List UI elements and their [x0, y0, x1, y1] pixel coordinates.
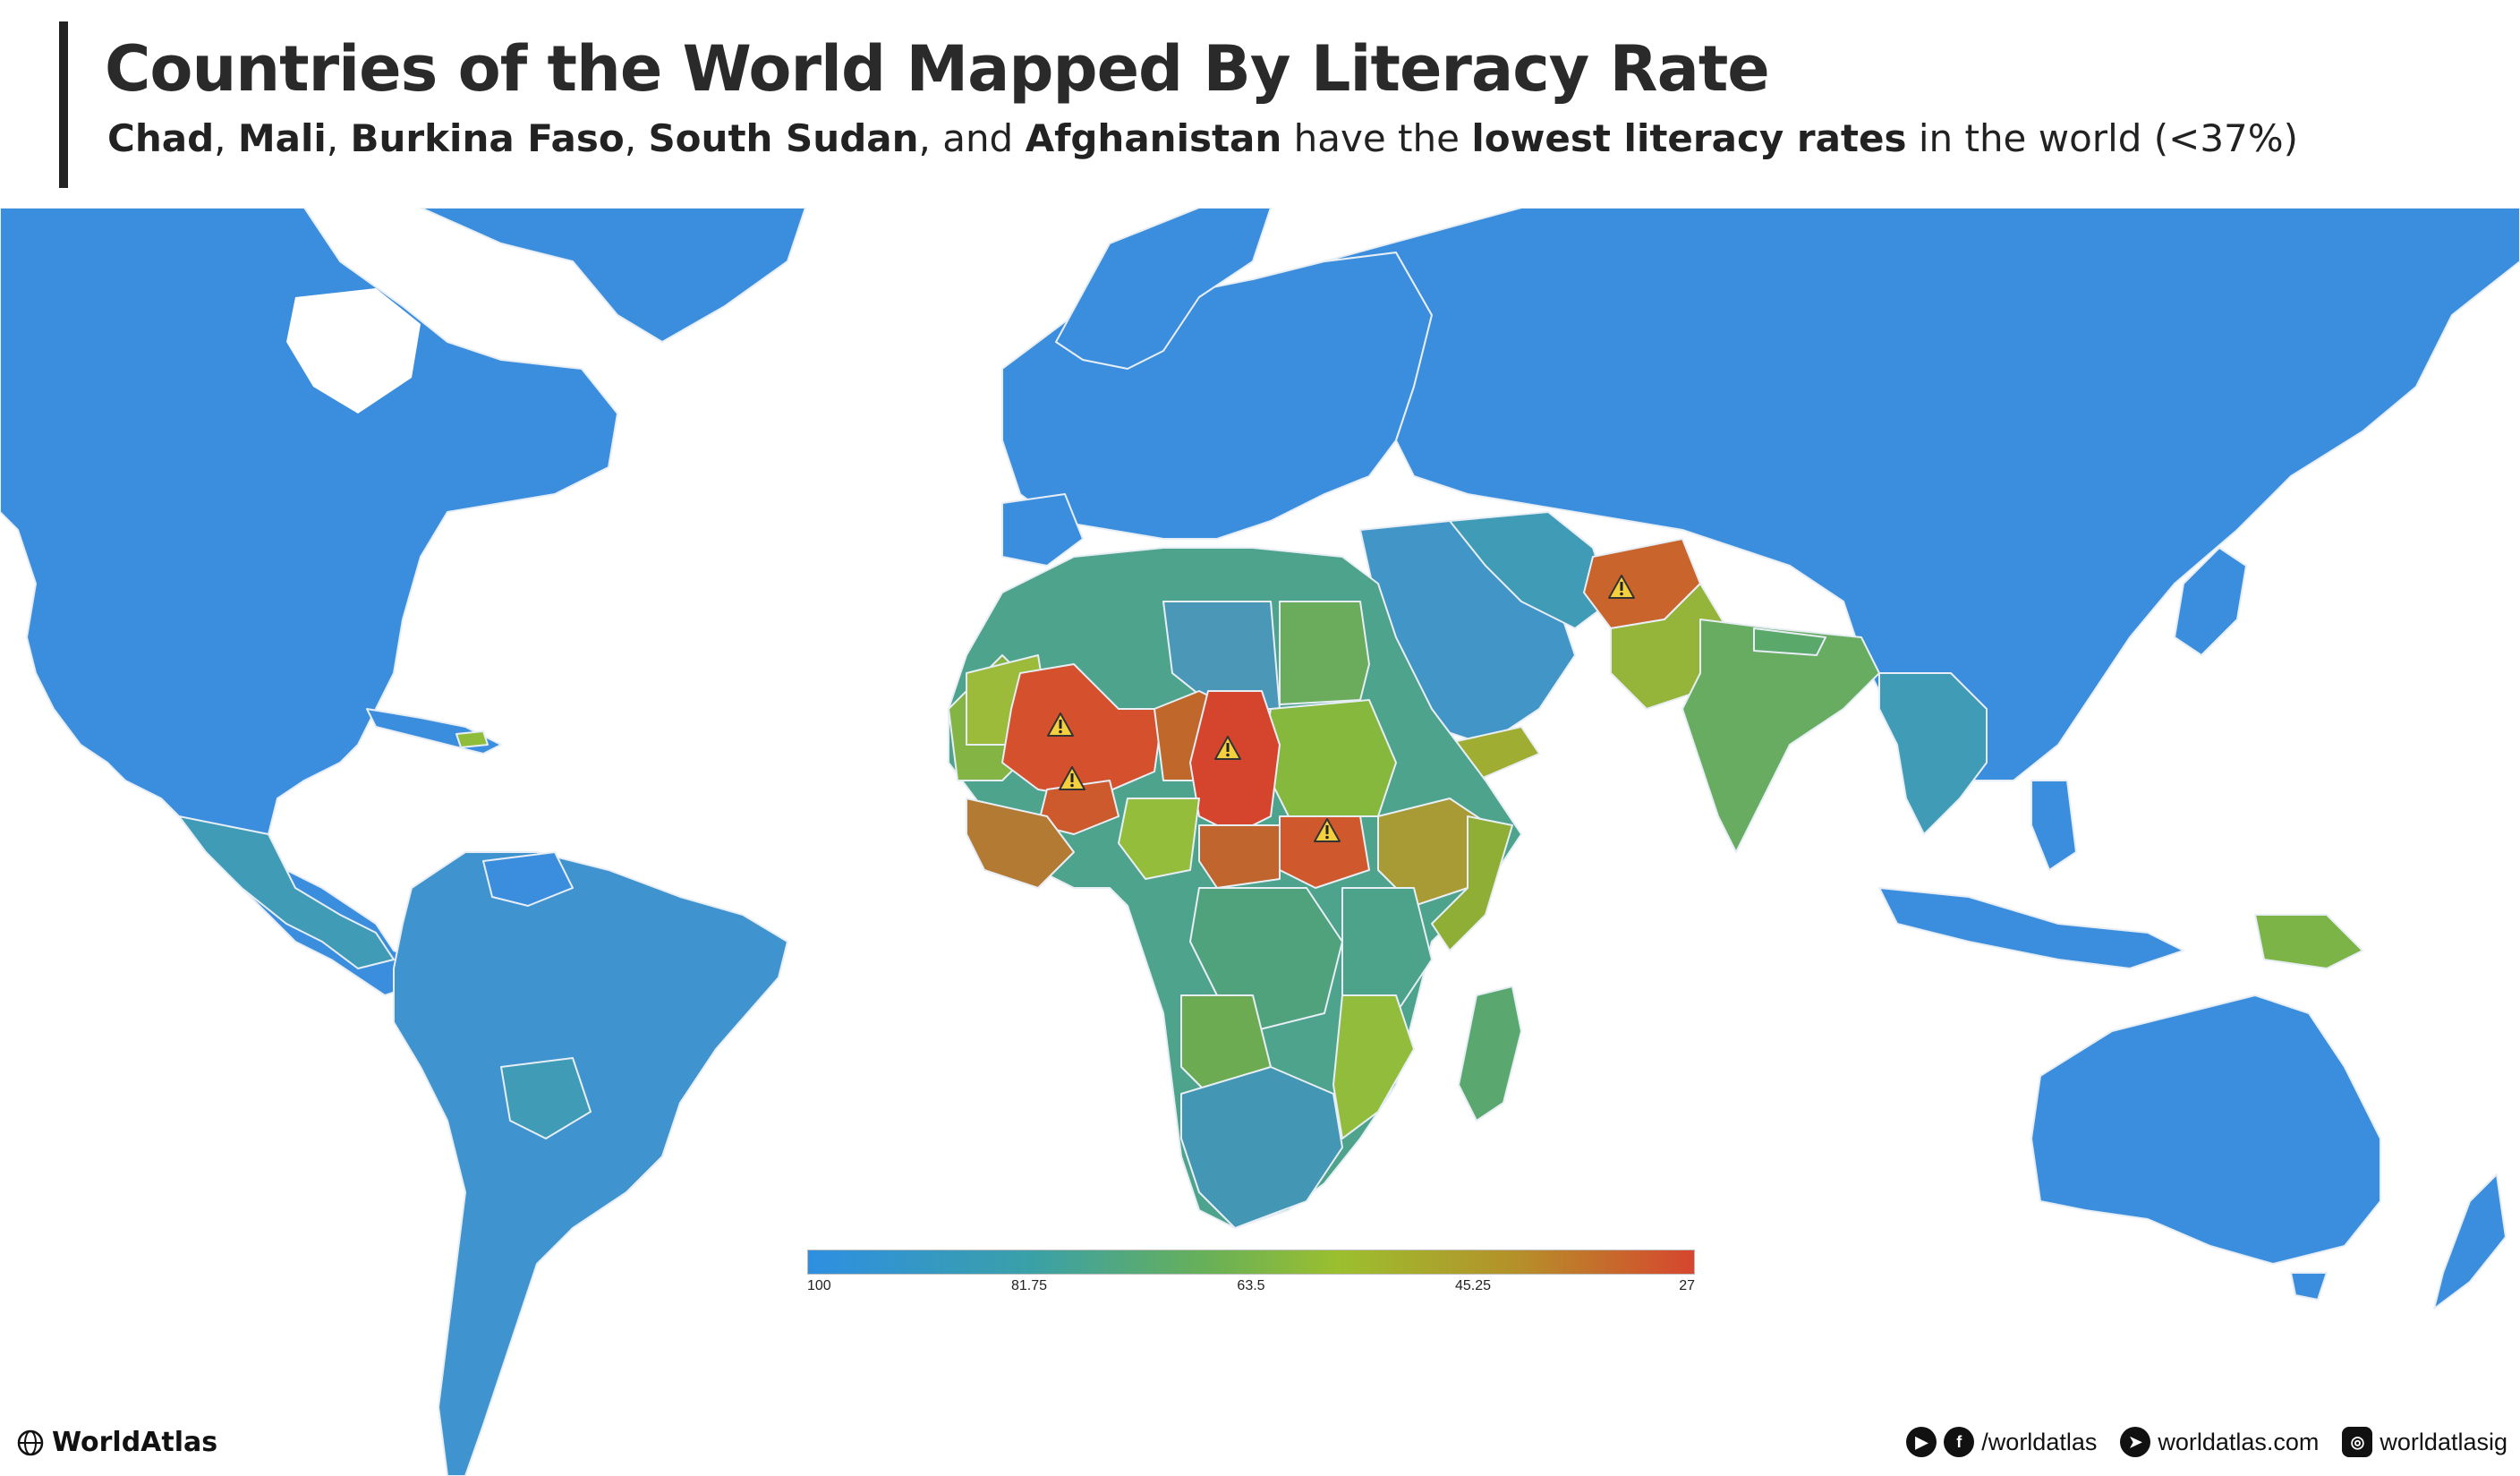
warning-triangle-icon [1047, 712, 1074, 737]
social-links: ▶ f /worldatlas ➤ worldatlas.com ◎ world… [1906, 1427, 2507, 1457]
legend-label-100: 100 [807, 1278, 831, 1293]
legend-labels: 100 81.75 63.5 45.25 27 [807, 1278, 1695, 1300]
egypt [1279, 601, 1370, 705]
bolivia [500, 1057, 592, 1139]
legend-label-27: 27 [1679, 1278, 1695, 1293]
australia [2030, 994, 2381, 1265]
legend-label-45-25: 45.25 [1454, 1278, 1492, 1293]
warning-triangle-icon [1608, 575, 1635, 599]
west-africa-south [966, 798, 1075, 889]
world-map [0, 208, 2520, 1476]
central-african-republic [1198, 824, 1281, 889]
iran [1449, 511, 1612, 629]
subtitle-part: , [214, 116, 238, 160]
warning-triangle-icon [1214, 736, 1241, 760]
north-america [0, 208, 618, 996]
color-legend: 100 81.75 63.5 45.25 27 [807, 1250, 1695, 1300]
tasmania [2290, 1272, 2328, 1301]
somalia [1431, 815, 1513, 951]
website-link[interactable]: worldatlas.com [2158, 1428, 2320, 1455]
subtitle-part: South Sudan [648, 116, 919, 160]
cursor-icon[interactable]: ➤ [2120, 1427, 2151, 1457]
subtitle-part: in the world (<37%) [1906, 116, 2299, 160]
social-handle-text[interactable]: /worldatlas [1981, 1428, 2098, 1455]
youtube-icon[interactable]: ▶ [1906, 1427, 1937, 1457]
header-accent-bar [59, 21, 68, 188]
page-subtitle: Chad, Mali, Burkina Faso, South Sudan, a… [107, 116, 2298, 160]
brand-name: WorldAtlas [52, 1427, 218, 1458]
warning-triangle-icon [1059, 766, 1085, 790]
greenland [420, 208, 806, 343]
warning-markers [1047, 575, 1635, 842]
scandinavia [1055, 208, 1272, 370]
new-zealand [2433, 1173, 2507, 1310]
southeast-asia [1878, 672, 1988, 835]
japan [2174, 547, 2247, 656]
sudan [1261, 699, 1397, 817]
subtitle-part: , [326, 116, 351, 160]
subtitle-part: have the [1281, 116, 1472, 160]
subtitle-part: Burkina Faso [350, 116, 625, 160]
mozambique [1332, 994, 1415, 1139]
philippines [2030, 780, 2077, 871]
haiti [455, 730, 489, 748]
world-map-svg [0, 208, 2520, 1476]
warning-triangle-icon [1314, 818, 1341, 842]
central-america [178, 815, 395, 969]
south-america [393, 851, 788, 1476]
facebook-icon[interactable]: f [1944, 1427, 1975, 1457]
subtitle-part: Mali [237, 116, 327, 160]
instagram-icon[interactable]: ◎ [2342, 1427, 2373, 1457]
papua-new-guinea [2254, 914, 2363, 969]
europe [1001, 252, 1433, 540]
legend-label-81-75: 81.75 [1010, 1278, 1048, 1293]
subtitle-part: lowest literacy rates [1471, 116, 1907, 160]
page-title: Countries of the World Mapped By Literac… [105, 32, 1770, 106]
madagascar [1458, 985, 1522, 1122]
legend-label-63-5: 63.5 [1237, 1278, 1265, 1293]
nigeria [1118, 798, 1200, 880]
mali [1001, 663, 1164, 799]
hudson-bay [286, 288, 421, 414]
chad [1189, 690, 1281, 835]
southern-africa [1180, 1066, 1343, 1229]
india [1681, 619, 1880, 853]
nepal [1753, 627, 1826, 656]
globe-icon [17, 1429, 44, 1455]
subtitle-part: Chad [107, 116, 215, 160]
legend-gradient-bar [807, 1250, 1695, 1275]
land-layer [0, 208, 2520, 1476]
subtitle-part: , [624, 116, 649, 160]
venezuela [482, 851, 574, 907]
subtitle-part: , and [918, 116, 1026, 160]
indonesia [1878, 887, 2184, 969]
brand-logo[interactable]: WorldAtlas [16, 1427, 217, 1458]
kenya-tanzania [1341, 887, 1433, 1014]
subtitle-part: Afghanistan [1025, 116, 1282, 160]
instagram-handle[interactable]: worldatlasig [2380, 1428, 2507, 1455]
iberia [1001, 493, 1084, 567]
